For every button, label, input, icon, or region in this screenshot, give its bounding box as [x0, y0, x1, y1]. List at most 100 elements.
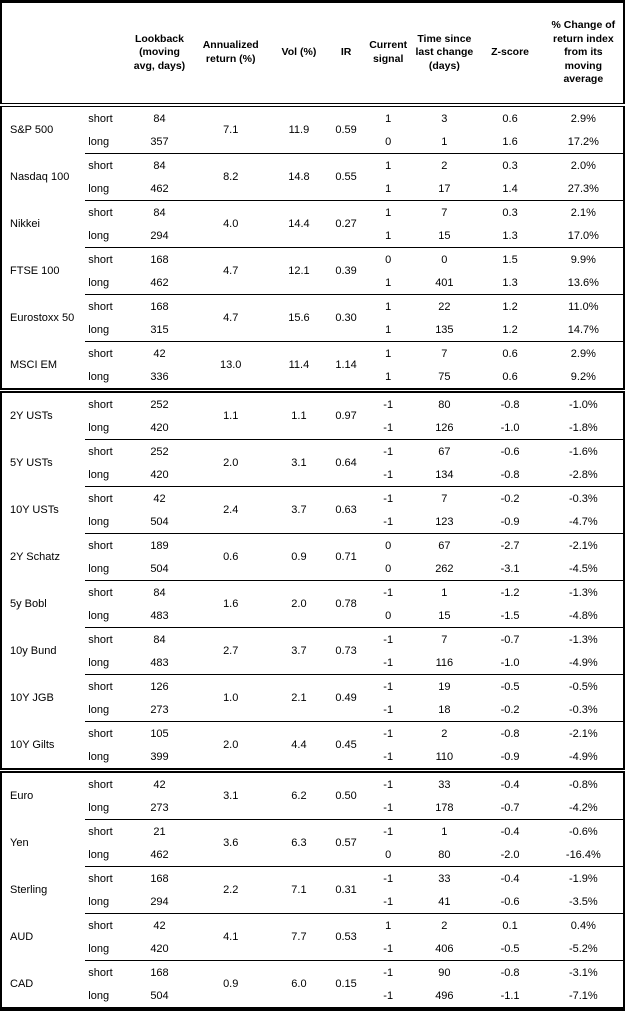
- lookback-value: 84: [127, 580, 192, 604]
- time-since-value: 1: [412, 580, 477, 604]
- time-since-value: 7: [412, 200, 477, 224]
- time-since-value: 41: [438, 895, 451, 908]
- vol-value: 7.1: [269, 866, 329, 914]
- pct-change-value: 9.9%: [543, 247, 624, 271]
- pct-change-value: 11.0%: [543, 294, 624, 318]
- leg-label: short: [85, 580, 128, 604]
- ir-value: 0.73: [328, 627, 365, 675]
- time-since-value: 7: [412, 341, 477, 365]
- time-since-value: 67: [412, 439, 477, 463]
- lookback-value: 420: [150, 942, 169, 955]
- leg-label: long: [88, 848, 110, 861]
- current-signal-value: -1: [383, 989, 394, 1002]
- table-row: Nasdaq 100 short 84 8.2 14.8 0.55 1 2 0.3 2.0%: [1, 153, 624, 201]
- lookback-value: 357: [150, 135, 169, 148]
- z-score-value: -0.2: [500, 703, 520, 716]
- table-row: long 420 -1 134 -0.8 -2.8%: [1, 463, 624, 487]
- z-score-value: -1.5: [500, 609, 520, 622]
- col-header-leg: [85, 1, 128, 107]
- vol-value: 14.4: [269, 200, 329, 248]
- lookback-value: 252: [127, 388, 192, 416]
- time-since-value: 80: [412, 388, 477, 416]
- current-signal-value: -1: [364, 388, 413, 416]
- asset-name: Nasdaq 100: [10, 171, 70, 183]
- lookback-value: 294: [150, 229, 169, 242]
- current-signal-value: 1: [385, 323, 392, 336]
- table-row: 10Y USTs short 42 2.4 3.7 0.63 -1 7 -0.2 -0.3%: [1, 486, 624, 534]
- asset-name: Yen: [10, 837, 29, 849]
- table-row: 2Y USTs short 252 1.1 1.1 0.97 -1 80 -0.8 -1.0%: [1, 388, 624, 440]
- ir-value: 0.57: [328, 819, 365, 867]
- current-signal-value: 1: [385, 182, 392, 195]
- pct-change-value: -4.5%: [568, 562, 598, 575]
- lookback-value: 252: [127, 439, 192, 463]
- leg-label: long: [88, 276, 110, 289]
- z-score-value: -0.5: [476, 674, 544, 698]
- time-since-value: 2: [412, 721, 477, 745]
- ir-value: 0.64: [328, 439, 365, 487]
- pct-change-value: -4.9%: [568, 656, 598, 669]
- z-score-value: -1.2: [476, 580, 544, 604]
- z-score-value: -1.1: [500, 989, 520, 1002]
- annualized-return-value: 4.0: [191, 200, 270, 248]
- annualized-return-value: 0.9: [191, 960, 270, 1009]
- table-row: long 336 1 75 0.6 9.2%: [1, 365, 624, 391]
- current-signal-value: 1: [385, 276, 392, 289]
- z-score-value: 0.3: [476, 153, 544, 177]
- current-signal-value: -1: [364, 486, 413, 510]
- asset-name: MSCI EM: [10, 358, 58, 371]
- vol-value: 15.6: [269, 294, 329, 342]
- leg-label: long: [88, 229, 110, 242]
- col-header-lookback: Lookback (moving avg, days): [127, 1, 192, 107]
- time-since-value: 262: [435, 562, 454, 575]
- table-row: CAD short 168 0.9 6.0 0.15 -1 90 -0.8 -3.1%: [1, 960, 624, 1009]
- vol-value: 3.7: [269, 627, 329, 675]
- annualized-return-value: 0.6: [191, 533, 270, 581]
- current-signal-value: -1: [364, 439, 413, 463]
- time-since-value: 18: [438, 703, 451, 716]
- ir-value: 0.97: [328, 388, 365, 440]
- time-since-value: 7: [412, 486, 477, 510]
- z-score-value: 0.1: [476, 913, 544, 937]
- leg-label: short: [85, 341, 128, 365]
- pct-change-value: -0.3%: [568, 703, 598, 716]
- z-score-value: 0.6: [502, 370, 518, 383]
- table-row: 2Y Schatz short 189 0.6 0.9 0.71 0 67 -2.7 -2.1%: [1, 533, 624, 581]
- leg-label: short: [85, 627, 128, 651]
- pct-change-value: -0.6%: [543, 819, 624, 843]
- leg-label: long: [88, 323, 110, 336]
- current-signal-value: 1: [364, 341, 413, 365]
- z-score-value: -0.4: [476, 768, 544, 796]
- pct-change-value: -16.4%: [565, 848, 601, 861]
- pct-change-value: -1.0%: [543, 388, 624, 416]
- current-signal-value: -1: [364, 721, 413, 745]
- z-score-value: 1.2: [502, 323, 518, 336]
- annualized-return-value: 3.6: [191, 819, 270, 867]
- leg-label: short: [85, 866, 128, 890]
- current-signal-value: 1: [364, 294, 413, 318]
- z-score-value: -1.0: [500, 656, 520, 669]
- pct-change-value: -3.1%: [543, 960, 624, 984]
- lookback-value: 483: [150, 609, 169, 622]
- pct-change-value: 2.1%: [543, 200, 624, 224]
- leg-label: short: [85, 439, 128, 463]
- annualized-return-value: 1.6: [191, 580, 270, 628]
- current-signal-value: 0: [364, 533, 413, 557]
- lookback-value: 42: [127, 341, 192, 365]
- time-since-value: 75: [438, 370, 451, 383]
- pct-change-value: 17.2%: [567, 135, 599, 148]
- time-since-value: 33: [412, 866, 477, 890]
- vol-value: 12.1: [269, 247, 329, 295]
- annualized-return-value: 8.2: [191, 153, 270, 201]
- time-since-value: 406: [435, 942, 454, 955]
- table-row: 5Y USTs short 252 2.0 3.1 0.64 -1 67 -0.6 -1.6%: [1, 439, 624, 487]
- annualized-return-value: 2.0: [191, 721, 270, 771]
- z-score-value: -0.4: [476, 866, 544, 890]
- time-since-value: 110: [435, 750, 454, 763]
- leg-label: short: [85, 913, 128, 937]
- z-score-value: 0.3: [476, 200, 544, 224]
- current-signal-value: -1: [364, 580, 413, 604]
- z-score-value: 1.3: [502, 229, 518, 242]
- z-score-value: -0.7: [500, 801, 520, 814]
- vol-value: 1.1: [269, 388, 329, 440]
